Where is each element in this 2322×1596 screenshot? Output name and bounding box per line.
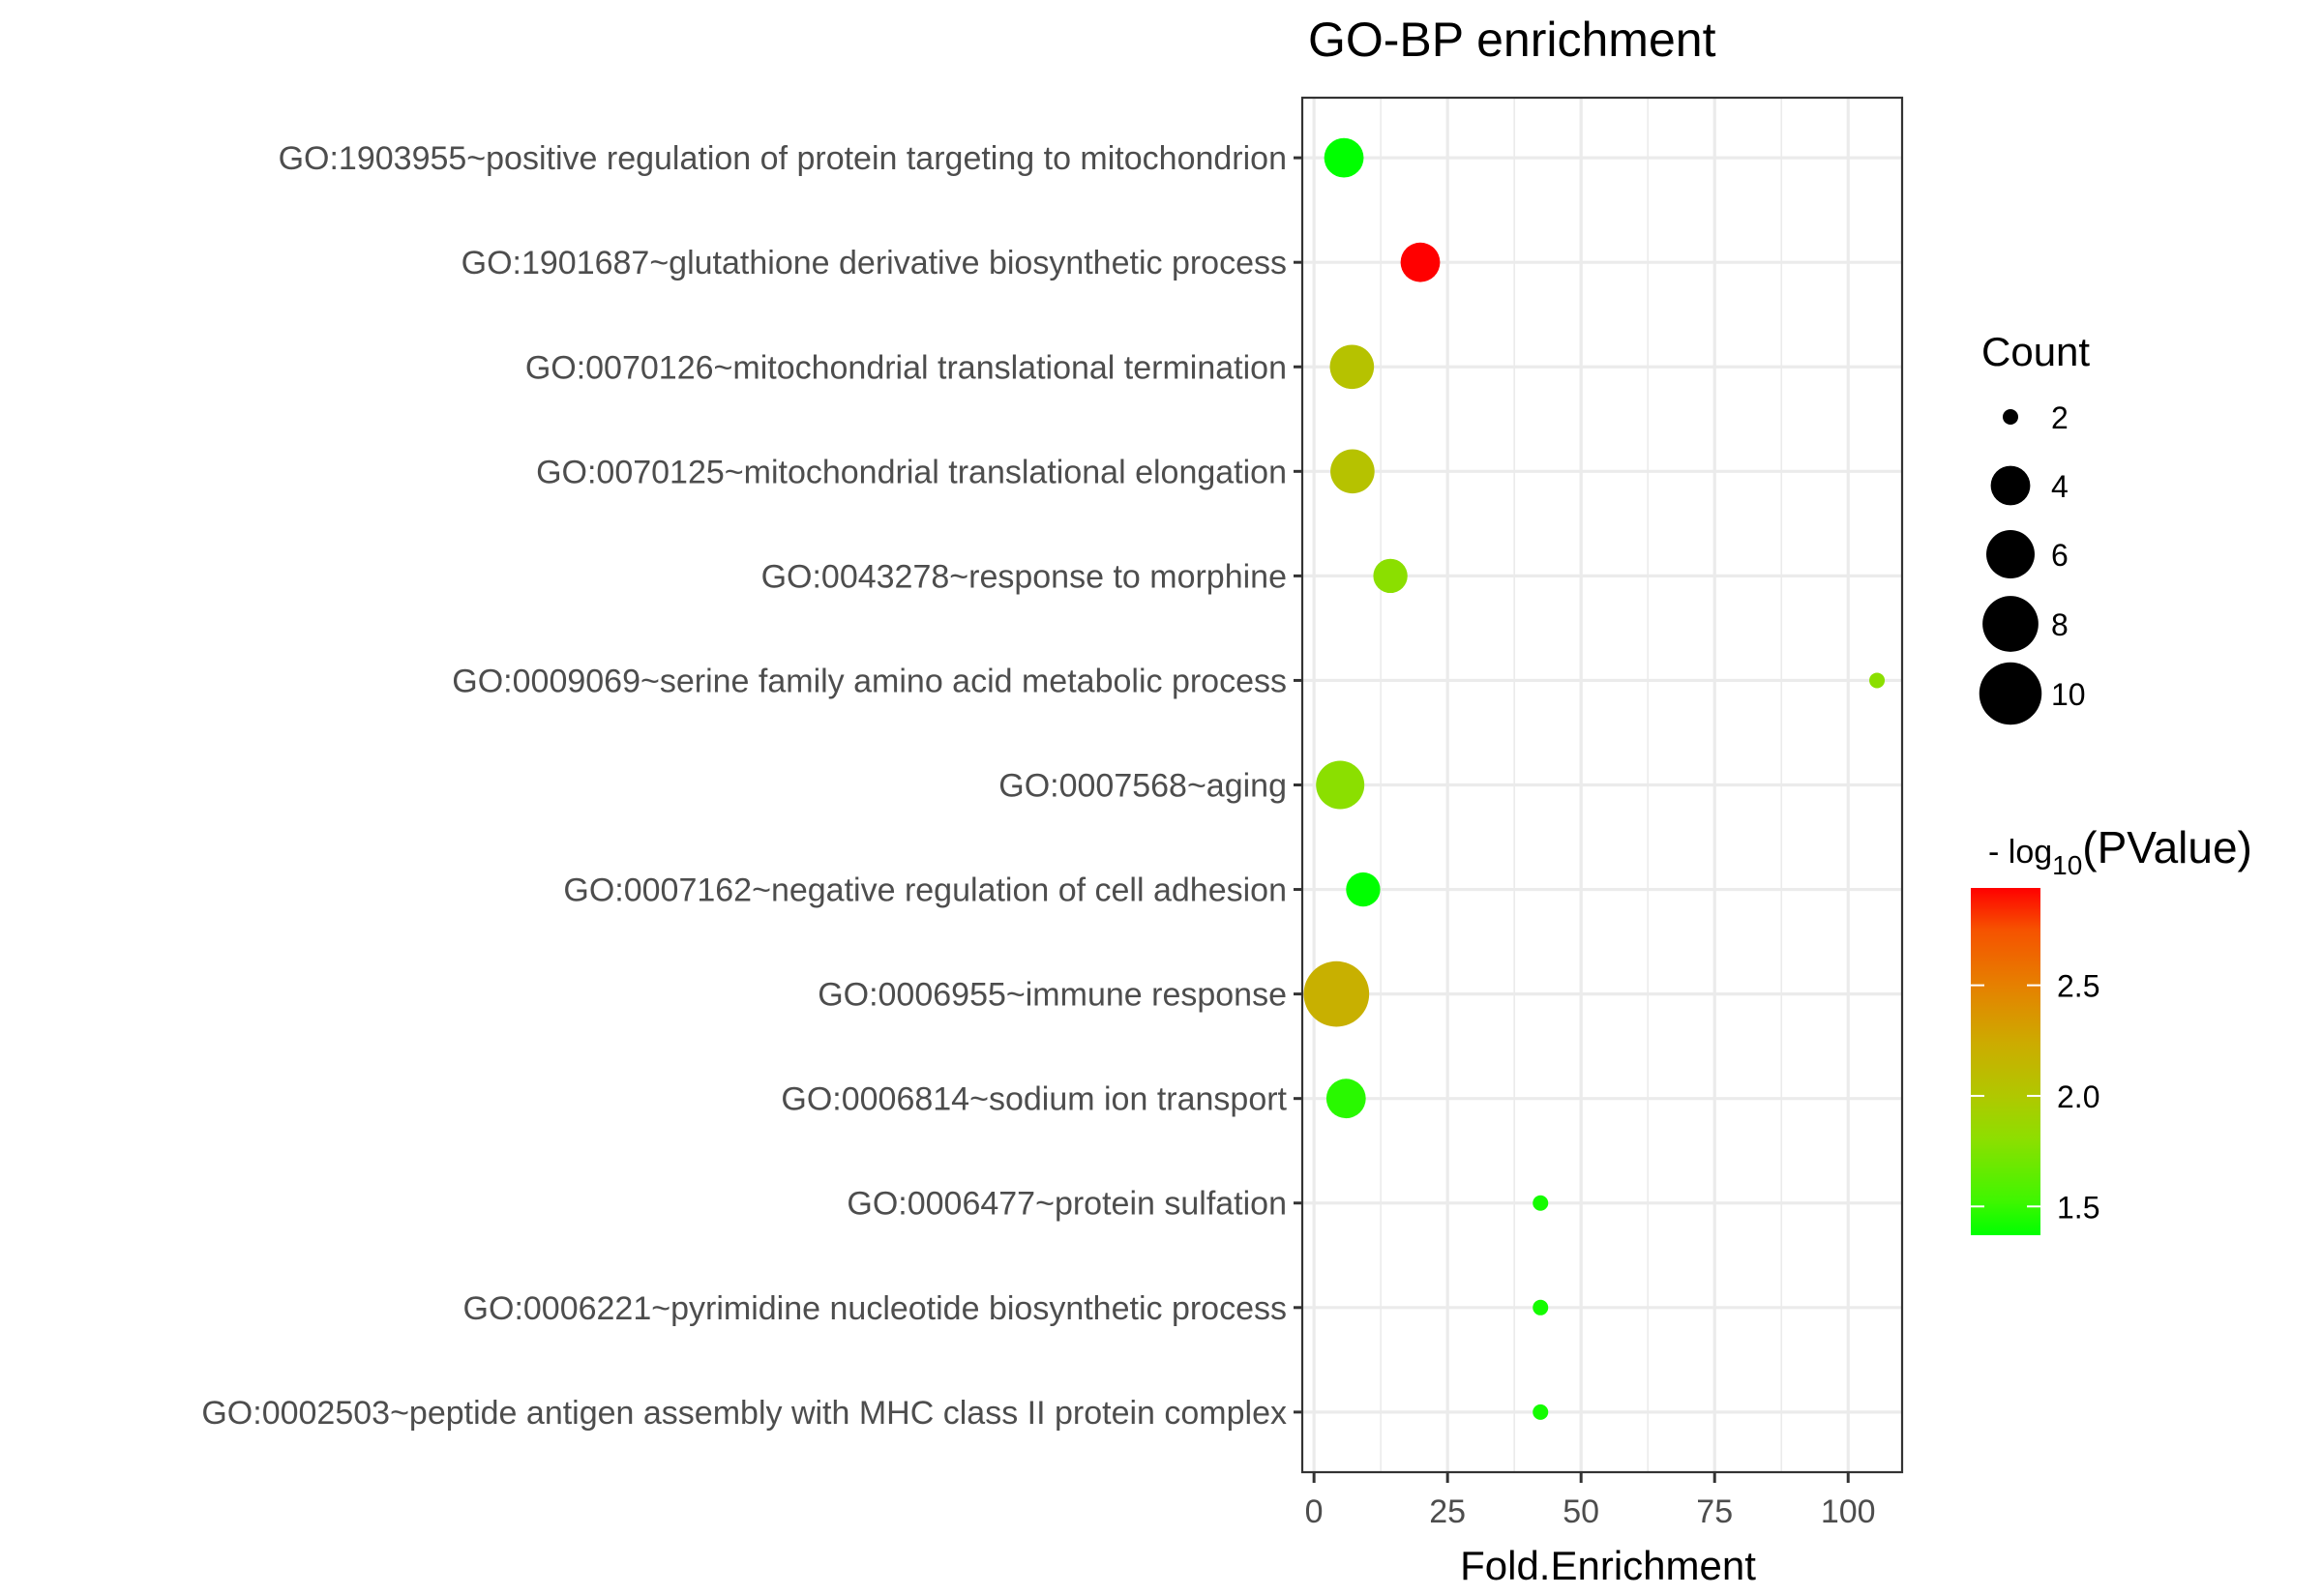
size-legend-key (2003, 409, 2018, 425)
size-legend-label: 8 (2051, 607, 2069, 642)
y-tick-label: GO:0006814~sodium ion transport (781, 1081, 1287, 1118)
y-tick-label: GO:0070125~mitochondrial translational e… (536, 454, 1287, 490)
data-point (1330, 449, 1375, 494)
y-tick-label: GO:0006221~pyrimidine nucleotide biosynt… (463, 1290, 1287, 1327)
y-tick-label: GO:0007162~negative regulation of cell a… (563, 872, 1287, 909)
y-tick-label: GO:0043278~response to morphine (761, 558, 1287, 595)
x-tick-label: 75 (1696, 1493, 1733, 1530)
size-legend-label: 6 (2051, 538, 2069, 573)
color-legend: - log10(PValue) 1.5 2.0 2.5 (1971, 822, 2252, 1235)
data-point (1533, 1299, 1549, 1315)
data-point (1373, 558, 1408, 594)
data-point (1329, 344, 1375, 390)
color-legend-title-prefix: - log (1988, 834, 2052, 871)
x-tick-label: 50 (1563, 1493, 1599, 1530)
size-legend-label: 2 (2051, 400, 2069, 435)
chart-title: GO-BP enrichment (1308, 13, 1716, 67)
color-legend-title: - log10(PValue) (1988, 822, 2252, 880)
plot-grid (1302, 98, 1902, 1472)
y-tick-label: GO:0002503~peptide antigen assembly with… (201, 1395, 1287, 1432)
y-tick-label: GO:1903955~positive regulation of protei… (279, 140, 1287, 177)
x-tick-label: 0 (1305, 1493, 1324, 1530)
color-legend-title-suffix: (PValue) (2082, 822, 2252, 872)
y-tick-label: GO:0006477~protein sulfation (847, 1186, 1287, 1223)
y-tick-label: GO:0009069~serine family amino acid meta… (452, 663, 1287, 699)
size-legend-title: Count (1981, 329, 2090, 374)
x-axis-title: Fold.Enrichment (1460, 1543, 1756, 1588)
colorbar-tick-label: 2.0 (2057, 1079, 2099, 1114)
size-legend: Count 2 4 6 8 10 (1979, 329, 2090, 725)
size-legend-key (1979, 662, 2042, 725)
data-point (1316, 760, 1365, 810)
y-tick-label: GO:0006955~immune response (818, 977, 1287, 1014)
x-tick-label: 25 (1429, 1493, 1466, 1530)
data-point (1324, 137, 1364, 178)
size-legend-key (1986, 530, 2035, 578)
data-point (1533, 1404, 1549, 1420)
x-tick-label: 100 (1821, 1493, 1876, 1530)
data-points (1303, 137, 1886, 1420)
y-axis: GO:1903955~positive regulation of protei… (201, 140, 1302, 1432)
color-legend-title-subscript: 10 (2052, 850, 2082, 880)
size-legend-key (1982, 596, 2039, 652)
data-point (1869, 672, 1886, 689)
size-legend-key (1990, 465, 2031, 506)
y-tick-label: GO:0070126~mitochondrial translational t… (525, 349, 1287, 386)
data-point (1400, 242, 1441, 282)
data-point (1533, 1195, 1549, 1211)
data-point (1325, 1079, 1366, 1119)
data-point (1346, 872, 1381, 907)
data-point (1303, 961, 1370, 1027)
y-tick-label: GO:0007568~aging (998, 768, 1287, 805)
x-axis: 0 25 50 75 100 (1305, 1472, 1876, 1530)
y-tick-label: GO:1901687~glutathione derivative biosyn… (461, 245, 1287, 281)
size-legend-label: 4 (2051, 469, 2069, 504)
size-legend-label: 10 (2051, 677, 2086, 712)
colorbar-tick-label: 2.5 (2057, 969, 2099, 1004)
colorbar-tick-label: 1.5 (2057, 1190, 2099, 1225)
colorbar (1971, 888, 2040, 1235)
